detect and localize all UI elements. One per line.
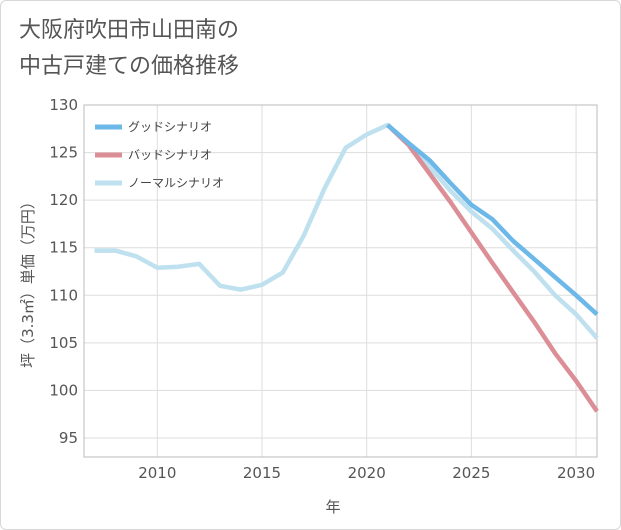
legend-label-0: グッドシナリオ [128,120,212,134]
series-line-2 [94,122,599,340]
y-axis-label: 坪（3.3㎡）単価（万円） [19,194,37,368]
y-tick-label: 100 [49,381,78,399]
x-axis-ticks: 2010 2015 2020 2025 2030 [138,464,595,482]
x-tick-label: 2025 [452,464,490,482]
series-line-0 [386,123,599,316]
y-tick-label: 130 [49,96,78,114]
legend-label-2: ノーマルシナリオ [128,176,224,190]
y-axis-ticks: 95 100 105 110 115 120 125 130 [49,96,78,447]
y-tick-label: 105 [49,334,78,352]
series-group [94,122,599,413]
y-tick-label: 115 [49,239,78,257]
y-tick-label: 95 [59,429,78,447]
y-tick-label: 110 [49,286,78,304]
x-axis-label: 年 [325,498,340,516]
y-tick-label: 125 [49,144,78,162]
chart-title: 大阪府吹田市山田南の 中古戸建ての価格推移 [19,18,240,79]
x-tick-label: 2010 [138,464,176,482]
series-line-1 [386,123,599,413]
x-tick-label: 2020 [348,464,386,482]
x-tick-label: 2015 [243,464,281,482]
legend-label-1: バッドシナリオ [128,148,212,162]
y-tick-label: 120 [49,191,78,209]
x-tick-label: 2030 [557,464,595,482]
plot-frame [83,104,598,458]
